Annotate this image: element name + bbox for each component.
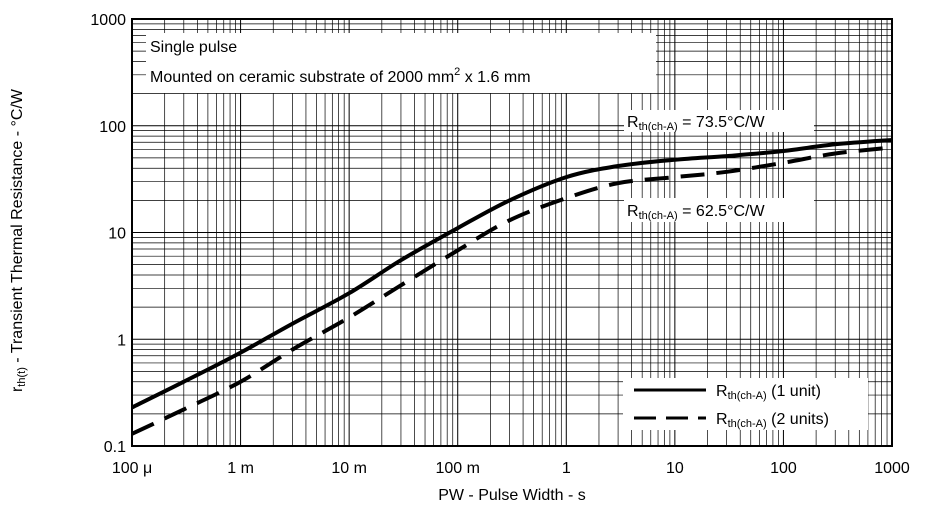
legend-2-sub: th(ch-A) — [728, 418, 767, 430]
rth-1-label-sub: th(ch-A) — [639, 121, 678, 133]
x-tick-label: 100 m — [435, 460, 479, 477]
series-line-1 — [131, 138, 893, 410]
rth-2-label-sub: th(ch-A) — [639, 210, 678, 222]
x-tick-label: 100 μ — [112, 460, 152, 477]
x-tick-label: 100 — [770, 460, 797, 477]
x-tick-label: 10 m — [331, 460, 367, 477]
rth-1-label-value: = 73.5°C/W — [678, 114, 766, 131]
tick-labels: 100 μ 1 m 10 m 100 m 1 10 100 1000 0.1 1 10 100 1000 — [90, 12, 909, 477]
annotation-mounting-main: Mounted on ceramic substrate of 2000 mm — [150, 69, 454, 86]
legend-1-tail: (1 unit) — [767, 383, 821, 400]
annotation-mounting-sup: 2 — [454, 66, 460, 78]
y-tick-label: 0.1 — [104, 439, 126, 456]
rth-1-label-main: R — [627, 114, 639, 131]
legend-box — [623, 378, 868, 430]
rth-2-label-value: = 62.5°C/W — [678, 203, 766, 220]
legend-1-main: R — [716, 383, 728, 400]
rth-1-label: Rth(ch-A) = 73.5°C/W — [627, 114, 765, 133]
x-tick-label: 1 — [562, 460, 571, 477]
legend-label-1-unit: Rth(ch-A) (1 unit) — [716, 383, 821, 402]
rth-2-label-main: R — [627, 203, 639, 220]
series-line-2 — [131, 145, 893, 436]
y-axis-label: rth(t) - Transient Thermal Resistance - … — [9, 88, 28, 392]
annotation-mounting-tail: x 1.6 mm — [460, 69, 530, 86]
plot-frame — [131, 18, 893, 447]
y-tick-label: 100 — [99, 119, 126, 136]
series-layer — [131, 138, 893, 436]
rth-2-label-box — [624, 198, 814, 222]
rth-2-label: Rth(ch-A) = 62.5°C/W — [627, 203, 765, 222]
y-axis-label-rest: - Transient Thermal Resistance - °C/W — [9, 88, 26, 367]
y-tick-label: 1000 — [90, 12, 126, 29]
x-tick-label: 1 m — [227, 460, 254, 477]
legend-2-tail: (2 units) — [767, 411, 829, 428]
legend-label-2-units: Rth(ch-A) (2 units) — [716, 411, 829, 430]
x-tick-label: 10 — [666, 460, 684, 477]
rth-1-label-box — [624, 110, 814, 132]
y-tick-label: 10 — [108, 226, 126, 243]
annotation-mounting: Mounted on ceramic substrate of 2000 mm2… — [150, 66, 531, 86]
y-axis-label-prefix: r — [9, 386, 26, 392]
annotation-single-pulse: Single pulse — [150, 39, 237, 56]
annotation-box — [146, 33, 656, 93]
y-tick-label: 1 — [117, 332, 126, 349]
x-axis-label: PW - Pulse Width - s — [438, 487, 586, 504]
legend-2-main: R — [716, 411, 728, 428]
y-axis-label-sub: th(t) — [16, 367, 28, 387]
x-tick-label: 1000 — [874, 460, 910, 477]
legend-1-sub: th(ch-A) — [728, 390, 767, 402]
